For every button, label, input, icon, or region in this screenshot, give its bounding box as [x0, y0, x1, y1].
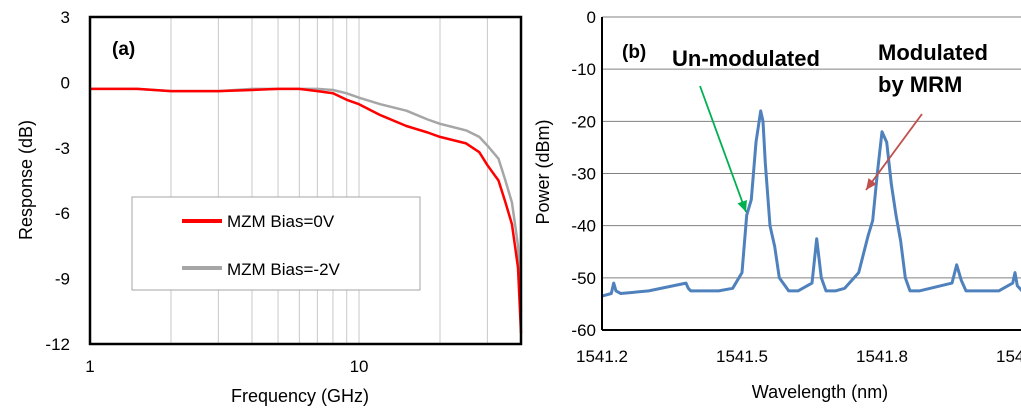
- b-x-tick-label: 1541.5: [716, 347, 768, 366]
- b-y-tick-label: -40: [571, 217, 596, 236]
- a-y-tick-label: 0: [61, 73, 70, 92]
- a-legend-box: [131, 196, 421, 291]
- b-y-tick-label: -30: [571, 165, 596, 184]
- a-y-tick-label: -9: [55, 270, 70, 289]
- a-plot-border: [88, 15, 523, 346]
- b-x-tick-label: 1541.8: [856, 347, 908, 366]
- annotation-modulated-line1: Modulated: [878, 40, 988, 65]
- a-x-tick-label: 1: [85, 357, 94, 376]
- annotation-modulated-line2: by MRM: [878, 72, 962, 97]
- a-y-axis-title: Response (dB): [16, 120, 36, 240]
- a-x-tick-label: 10: [350, 357, 369, 376]
- b-x-tick-labels: 1541.2 1541.5 1541.8 1542.1: [576, 347, 1021, 366]
- optical-spectrum-chart: 0-10-20-30-40-50-60 1541.2 1541.5 1541.8 15…: [533, 8, 1021, 402]
- b-x-axis-title: Wavelength (nm): [752, 382, 888, 402]
- a-y-tick-label: -12: [45, 335, 70, 354]
- b-y-tick-label: -50: [571, 269, 596, 288]
- b-y-tick-label: -60: [571, 321, 596, 340]
- a-legend-label-0v: MZM Bias=0V: [227, 212, 335, 231]
- b-x-tick-label: 1541.2: [576, 347, 628, 366]
- a-legend: MZM Bias=0V MZM Bias=-2V: [131, 196, 421, 291]
- b-y-tick-labels: 0 -10 -20 -30 -40 -50 -60: [571, 8, 596, 340]
- b-series-lines: [601, 109, 1021, 298]
- a-series-lines: [90, 87, 523, 334]
- a-y-tick-label: -6: [55, 204, 70, 223]
- b-y-tick-label: -10: [571, 60, 596, 79]
- a-y-tick-label: -3: [55, 139, 70, 158]
- a-x-tick-labels: 1 10: [85, 357, 368, 376]
- a-y-tick-labels: 3 0 -3 -6 -9 -12: [45, 8, 70, 354]
- modulated-arrowhead: [866, 178, 877, 190]
- b-x-tick-label: 1542.1: [996, 347, 1021, 366]
- frequency-response-chart: 3 0 -3 -6 -9 -12 1 10 Frequency (GHz) Response…: [16, 8, 523, 406]
- b-spectrum-line: [601, 109, 1021, 298]
- b-panel-label: (b): [622, 42, 646, 63]
- a-gridlines: [170, 17, 488, 344]
- b-y-axis-title: Power (dBm): [533, 119, 553, 224]
- b-y-tick-label: 0: [587, 8, 596, 27]
- a-y-tick-label: 3: [61, 8, 70, 27]
- a-legend-label-minus2v: MZM Bias=-2V: [227, 260, 341, 279]
- b-y-tick-label: -20: [571, 112, 596, 131]
- unmodulated-arrow: [699, 85, 747, 213]
- modulated-arrow: [865, 113, 923, 191]
- a-series-line-0: [90, 87, 523, 334]
- a-x-axis-title: Frequency (GHz): [231, 386, 369, 406]
- unmodulated-arrowhead: [737, 199, 747, 212]
- annotation-unmodulated: Un-modulated: [672, 46, 820, 71]
- a-panel-label: (a): [112, 39, 135, 60]
